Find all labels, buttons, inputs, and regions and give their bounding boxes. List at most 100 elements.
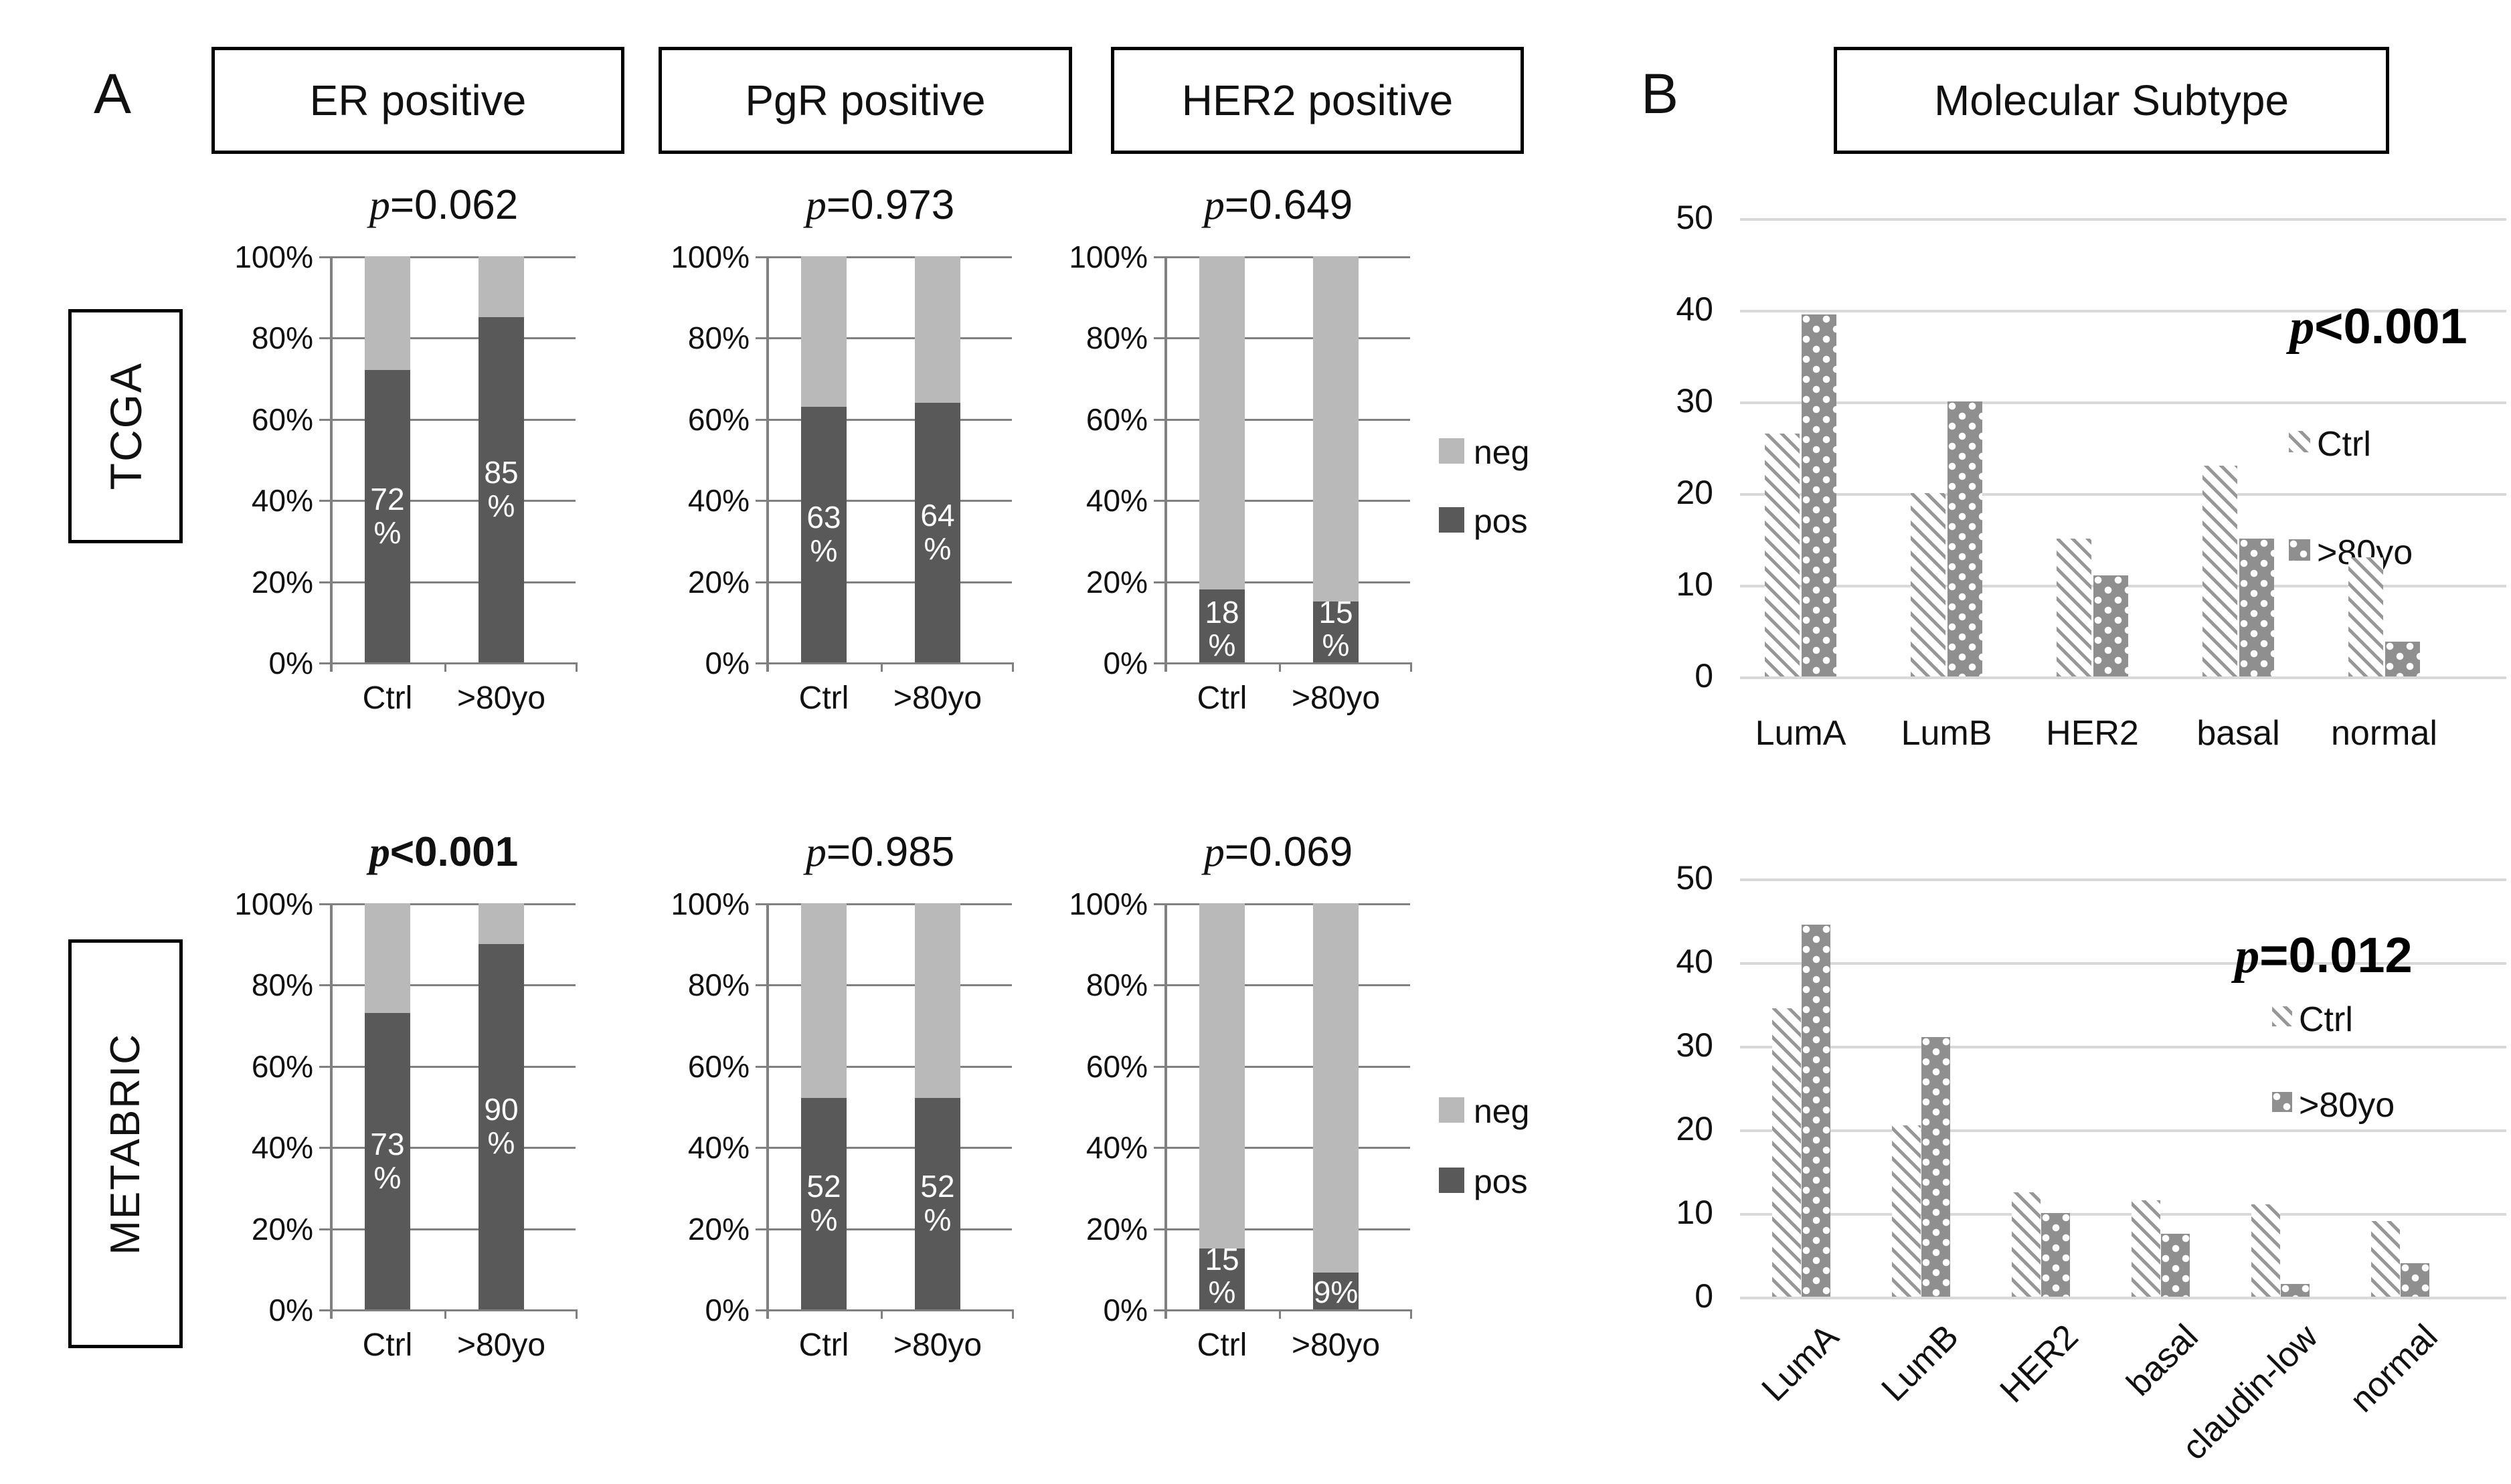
y-tick-label: 30 (1676, 382, 1713, 420)
x-tick (1279, 662, 1281, 672)
x-tick (1410, 1309, 1412, 1319)
bar-ctrl (1765, 434, 1800, 676)
bar-pos-segment (1199, 1248, 1245, 1309)
p-value: p<0.001 (2178, 298, 2511, 356)
bar-over80 (2041, 1213, 2070, 1297)
bar-pos-segment (1313, 1273, 1359, 1309)
y-axis (766, 903, 769, 1319)
header-pgr-positive: PgR positive (659, 47, 1072, 154)
bar-value-label: 72% (365, 370, 410, 662)
p-symbol: p (2235, 929, 2260, 984)
x-category-label: Ctrl (1197, 680, 1247, 716)
bar-value-line: 90 (484, 1092, 519, 1127)
row-label-tcga-text: TCGA (100, 362, 151, 490)
legend-pos-swatch (1439, 1168, 1464, 1193)
gridline (1740, 1129, 2506, 1132)
y-tick-label: 40% (687, 1130, 750, 1166)
y-tick-label: 0% (1103, 1293, 1148, 1327)
bar-value-line: % (373, 515, 402, 550)
bar-pos-segment (915, 1098, 960, 1309)
gridline (756, 1228, 1012, 1230)
bar-value-line: 52 (806, 1169, 841, 1204)
bar-value-line: % (1208, 628, 1236, 663)
bar-over80 (2161, 1234, 2190, 1297)
y-tick-label: 80% (687, 967, 750, 1003)
gridline (1740, 218, 2506, 221)
x-category-label: basal (2196, 714, 2280, 753)
x-tick (576, 662, 578, 672)
y-tick-label: 80% (251, 320, 313, 356)
bar-over80 (2239, 539, 2274, 676)
p-number: <0.001 (2314, 298, 2467, 354)
bar-value-label: 52% (915, 1098, 960, 1309)
y-tick-label: 40% (687, 483, 750, 519)
y-axis (330, 903, 333, 1319)
p-number: =0.973 (826, 182, 955, 228)
legend-neg-label: neg (1474, 1093, 1530, 1130)
y-tick-label: 100% (671, 887, 750, 921)
y-tick-label: 20% (251, 564, 313, 599)
y-tick-label: 10 (1676, 1194, 1713, 1231)
legend-neg-label: neg (1474, 434, 1530, 471)
header-er-positive-text: ER positive (309, 76, 527, 124)
bar-neg-segment (1313, 903, 1359, 1309)
y-tick-label: 100% (1069, 887, 1148, 921)
gridline (1154, 1147, 1410, 1149)
panel-a-label: A (94, 62, 132, 125)
x-category-label: Ctrl (1197, 1327, 1247, 1363)
bar-value-line: % (924, 531, 952, 566)
gridline (1154, 256, 1410, 258)
bar-pos-segment (479, 944, 524, 1309)
gridline (756, 256, 1012, 258)
legend-pos-label: pos (1474, 502, 1528, 540)
header-molecular-subtype: Molecular Subtype (1834, 47, 2389, 154)
x-tick (881, 1309, 883, 1319)
p-value: p=0.649 (1077, 181, 1479, 229)
bar-value-label: 18% (1199, 589, 1245, 662)
y-tick-label: 100% (234, 887, 313, 921)
gridline (319, 256, 576, 258)
gridline (756, 1147, 1012, 1149)
bar-value-line: 52 (920, 1169, 955, 1204)
gridline (1740, 1297, 2506, 1299)
y-tick-label: 40% (251, 1130, 313, 1166)
bar-neg-segment (1313, 256, 1359, 662)
y-tick-label: 40% (1086, 1130, 1148, 1166)
bar-pos-segment (1313, 601, 1359, 662)
x-category-label: Ctrl (362, 1327, 413, 1363)
bar-value-line: % (487, 488, 515, 523)
bar-value-line: 64 (920, 498, 955, 533)
gridline (1154, 984, 1410, 987)
bar-ctrl (1772, 1008, 1801, 1297)
x-category-label: HER2 (2046, 714, 2139, 753)
y-tick-label: 40% (251, 483, 313, 519)
gridline (1740, 676, 2506, 679)
bar-value-label: 90% (479, 944, 524, 1309)
bar-ctrl (2057, 539, 2091, 676)
gridline (319, 903, 576, 905)
header-her2-positive-text: HER2 positive (1181, 76, 1454, 124)
x-tick (1012, 1309, 1014, 1319)
bar-pos-segment (479, 317, 524, 662)
gridline (756, 418, 1012, 421)
bar-value-label: 15% (1313, 595, 1359, 662)
gridline (1740, 401, 2506, 404)
bar-pos-segment (1199, 589, 1245, 662)
gridline (1154, 500, 1410, 502)
gridline (756, 1065, 1012, 1068)
legend-ctrl-swatch (2272, 1006, 2292, 1026)
bar-ctrl (2251, 1204, 2280, 1297)
y-tick-label: 80% (1086, 967, 1148, 1003)
y-tick-label: 10 (1676, 565, 1713, 603)
p-symbol: p (1203, 183, 1225, 228)
bar-value-line: 18 (1205, 594, 1239, 630)
x-category-label: LumB (1901, 714, 1992, 753)
gridline (319, 662, 576, 664)
bar-value-line: % (810, 533, 838, 568)
gridline (1740, 962, 2506, 965)
row-label-metabric-text: METABRIC (102, 1032, 149, 1255)
y-tick-label: 20 (1676, 474, 1713, 511)
legend-pos-label: pos (1474, 1163, 1528, 1200)
header-molecular-subtype-text: Molecular Subtype (1933, 76, 2289, 124)
y-tick-label: 80% (1086, 320, 1148, 356)
